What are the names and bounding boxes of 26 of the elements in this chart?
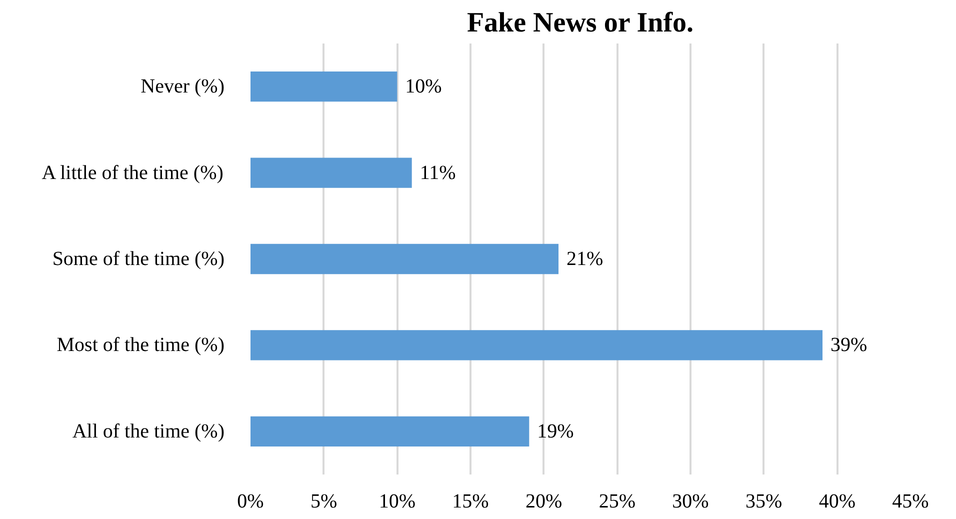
data-label: 39% [830, 334, 868, 356]
y-tick-label: A little of the time (%) [42, 162, 224, 184]
bar [250, 72, 398, 102]
data-label: 10% [405, 76, 442, 98]
x-tick-label: 30% [672, 490, 709, 512]
x-tick-label: 5% [310, 490, 338, 512]
data-label: 19% [537, 420, 574, 442]
x-tick-label: 10% [378, 490, 416, 512]
bar [250, 158, 412, 188]
x-tick-label: 45% [892, 490, 929, 512]
data-label: 11% [420, 162, 456, 184]
x-tick-label: 15% [452, 490, 489, 512]
x-tick-label: 0% [237, 490, 264, 512]
x-tick-label: 20% [526, 490, 562, 512]
y-tick-label: Some of the time (%) [52, 248, 225, 270]
x-tick-label: 40% [818, 490, 856, 512]
y-tick-label: Never (%) [140, 76, 225, 98]
bar [250, 416, 530, 446]
x-tick-label: 25% [598, 490, 636, 512]
data-label: 21% [566, 248, 604, 270]
y-tick-label: Most of the time (%) [56, 334, 225, 356]
bar [250, 244, 558, 274]
x-tick-label: 35% [746, 490, 782, 512]
y-tick-label: All of the time (%) [72, 420, 225, 442]
bar [250, 330, 822, 360]
chart-title: Fake News or Info. [466, 8, 694, 38]
